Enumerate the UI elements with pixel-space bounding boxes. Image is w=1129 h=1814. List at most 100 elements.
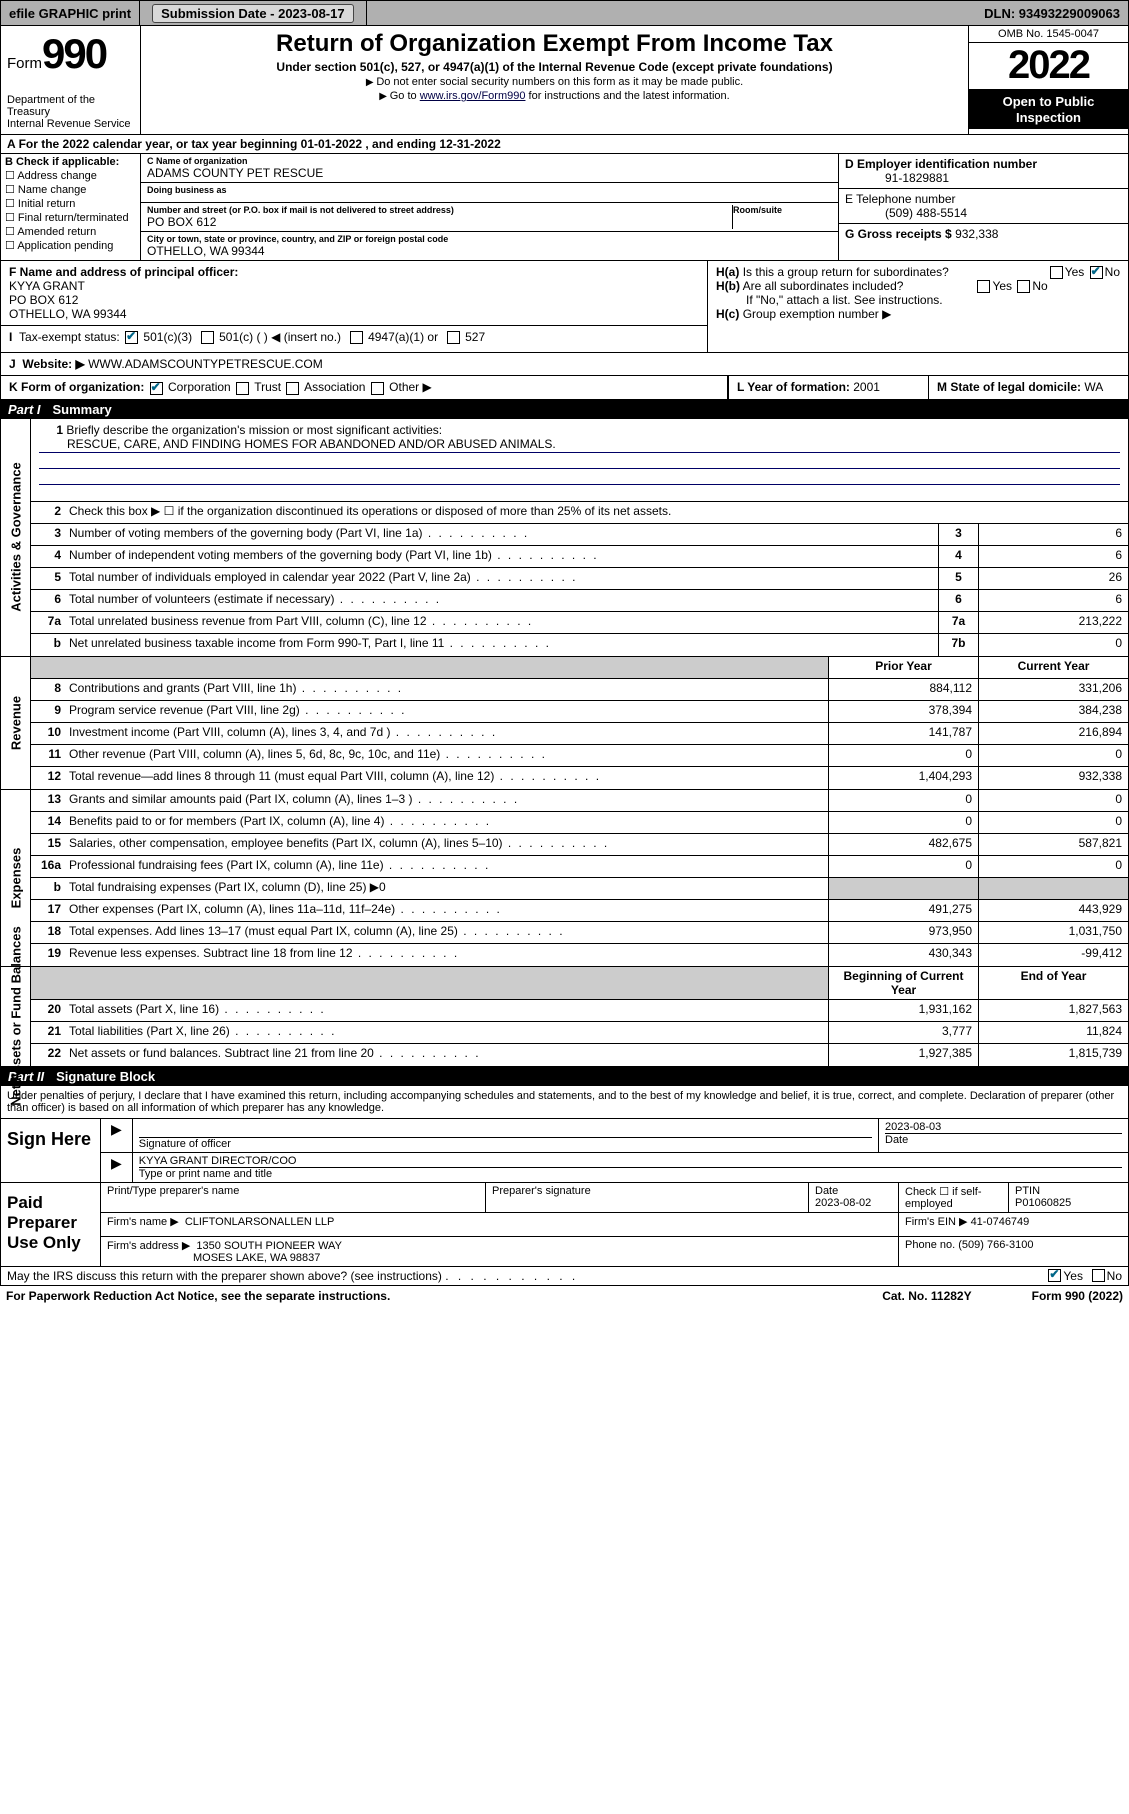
submission-date: Submission Date - 2023-08-17 [140,1,367,25]
summary-line: 9Program service revenue (Part VIII, lin… [31,701,1128,723]
website-value: WWW.ADAMSCOUNTYPETRESCUE.COM [88,357,323,371]
firm-name: CLIFTONLARSONALLEN LLP [185,1216,335,1228]
summary-line: 10Investment income (Part VIII, column (… [31,723,1128,745]
firm-phone: (509) 766-3100 [958,1239,1033,1251]
chk-527[interactable] [447,331,460,344]
section-b-header: B Check if applicable: [5,156,119,168]
summary-line: 20Total assets (Part X, line 16)1,931,16… [31,1000,1128,1022]
dba-label: Doing business as [147,185,832,195]
year-formation: 2001 [853,380,880,394]
discuss-question: May the IRS discuss this return with the… [7,1269,1046,1283]
section-f-label: F Name and address of principal officer: [9,265,238,279]
summary-line: 7aTotal unrelated business revenue from … [31,612,1128,634]
chk-initial-return[interactable]: Initial return [5,197,136,210]
form-subtitle: Under section 501(c), 527, or 4947(a)(1)… [151,60,958,74]
phone-label: E Telephone number [845,192,956,206]
submission-date-button[interactable]: Submission Date - 2023-08-17 [152,4,354,23]
col-prior-year: Prior Year [828,657,978,678]
chk-address-change[interactable]: Address change [5,169,136,182]
chk-501c[interactable] [201,331,214,344]
tax-year: 2022 [969,43,1128,90]
hc-label: Group exemption number ▶ [743,307,892,321]
ein-label: D Employer identification number [845,157,1037,171]
paperwork-notice: For Paperwork Reduction Act Notice, see … [6,1289,390,1303]
date-label: Date [885,1133,1122,1146]
summary-line: bTotal fundraising expenses (Part IX, co… [31,878,1128,900]
firm-phone-label: Phone no. [905,1239,958,1251]
topbar: efile GRAPHIC print Submission Date - 20… [0,0,1129,26]
chk-corp[interactable] [150,382,163,395]
phone-value: (509) 488-5514 [845,206,967,220]
addr-label: Number and street (or P.O. box if mail i… [147,205,732,215]
firm-addr1: 1350 SOUTH PIONEER WAY [196,1240,341,1252]
dln: DLN: 93493229009063 [976,1,1128,25]
efile-label: efile GRAPHIC print [1,1,140,25]
form-footer: Form 990 (2022) [1032,1289,1123,1303]
self-employed: Check ☐ if self-employed [898,1183,1008,1212]
org-name-label: C Name of organization [147,156,832,166]
chk-ha-no[interactable] [1090,266,1103,279]
chk-name-change[interactable]: Name change [5,183,136,196]
dept-treasury: Department of the Treasury [7,94,134,118]
chk-4947[interactable] [350,331,363,344]
chk-other[interactable] [371,382,384,395]
mission-text: RESCUE, CARE, AND FINDING HOMES FOR ABAN… [39,437,1120,453]
prep-sig-label: Preparer's signature [492,1185,591,1197]
officer-name-label: Type or print name and title [139,1167,1122,1180]
chk-final-return[interactable]: Final return/terminated [5,211,136,224]
state-domicile-label: M State of legal domicile: [937,380,1084,394]
hb-label: Are all subordinates included? [743,279,904,293]
form-number: Form990 [7,30,134,78]
signature-intro: Under penalties of perjury, I declare th… [0,1086,1129,1119]
col-current-year: Current Year [978,657,1128,678]
officer-name-title: KYYA GRANT DIRECTOR/COO [139,1155,1122,1167]
side-net-assets: Net Assets or Fund Balances [8,926,23,1105]
summary-line: bNet unrelated business taxable income f… [31,634,1128,656]
summary-line: 14Benefits paid to or for members (Part … [31,812,1128,834]
ssn-note: Do not enter social security numbers on … [151,76,958,88]
org-info-grid: B Check if applicable: Address change Na… [0,154,1129,261]
chk-501c3[interactable] [125,331,138,344]
ein-value: 91-1829881 [845,171,949,185]
public-inspection: Open to Public Inspection [969,90,1128,129]
summary-line: 21Total liabilities (Part X, line 26)3,7… [31,1022,1128,1044]
chk-hb-no[interactable] [1017,280,1030,293]
city-value: OTHELLO, WA 99344 [147,244,265,258]
chk-application-pending[interactable]: Application pending [5,239,136,252]
city-label: City or town, state or province, country… [147,234,832,244]
chk-hb-yes[interactable] [977,280,990,293]
chk-assoc[interactable] [286,382,299,395]
line1-label: Briefly describe the organization's miss… [66,423,442,437]
part1-header: Part I Summary [0,400,1129,419]
summary-line: 8Contributions and grants (Part VIII, li… [31,679,1128,701]
chk-ha-yes[interactable] [1050,266,1063,279]
summary-line: 17Other expenses (Part IX, column (A), l… [31,900,1128,922]
line2: Check this box ▶ ☐ if the organization d… [65,502,1128,523]
summary-line: 6Total number of volunteers (estimate if… [31,590,1128,612]
chk-discuss-yes[interactable] [1048,1269,1061,1282]
gross-label: G Gross receipts $ [845,227,955,241]
goto-note: Go to www.irs.gov/Form990 for instructio… [151,90,958,102]
chk-trust[interactable] [236,382,249,395]
irs-link[interactable]: www.irs.gov/Form990 [420,90,526,102]
form-header: Form990 Department of the Treasury Inter… [0,26,1129,135]
form-title: Return of Organization Exempt From Incom… [151,30,958,58]
side-revenue: Revenue [8,696,23,750]
summary-line: 19Revenue less expenses. Subtract line 1… [31,944,1128,966]
firm-name-label: Firm's name ▶ [107,1216,179,1228]
chk-discuss-no[interactable] [1092,1269,1105,1282]
summary-line: 3Number of voting members of the governi… [31,524,1128,546]
year-formation-label: L Year of formation: [737,380,853,394]
row-a-tax-year: A For the 2022 calendar year, or tax yea… [0,135,1129,154]
org-name: ADAMS COUNTY PET RESCUE [147,166,323,180]
part2-header: Part II Signature Block [0,1067,1129,1086]
paid-preparer-label: Paid Preparer Use Only [1,1183,101,1266]
firm-ein-label: Firm's EIN ▶ [905,1216,971,1228]
ptin-value: P01060825 [1015,1197,1071,1209]
chk-amended-return[interactable]: Amended return [5,225,136,238]
ptin-label: PTIN [1015,1185,1040,1197]
gross-value: 932,338 [955,227,998,241]
website-label: Website: ▶ [22,357,84,371]
sig-officer-label: Signature of officer [139,1137,872,1150]
summary-line: 11Other revenue (Part VIII, column (A), … [31,745,1128,767]
